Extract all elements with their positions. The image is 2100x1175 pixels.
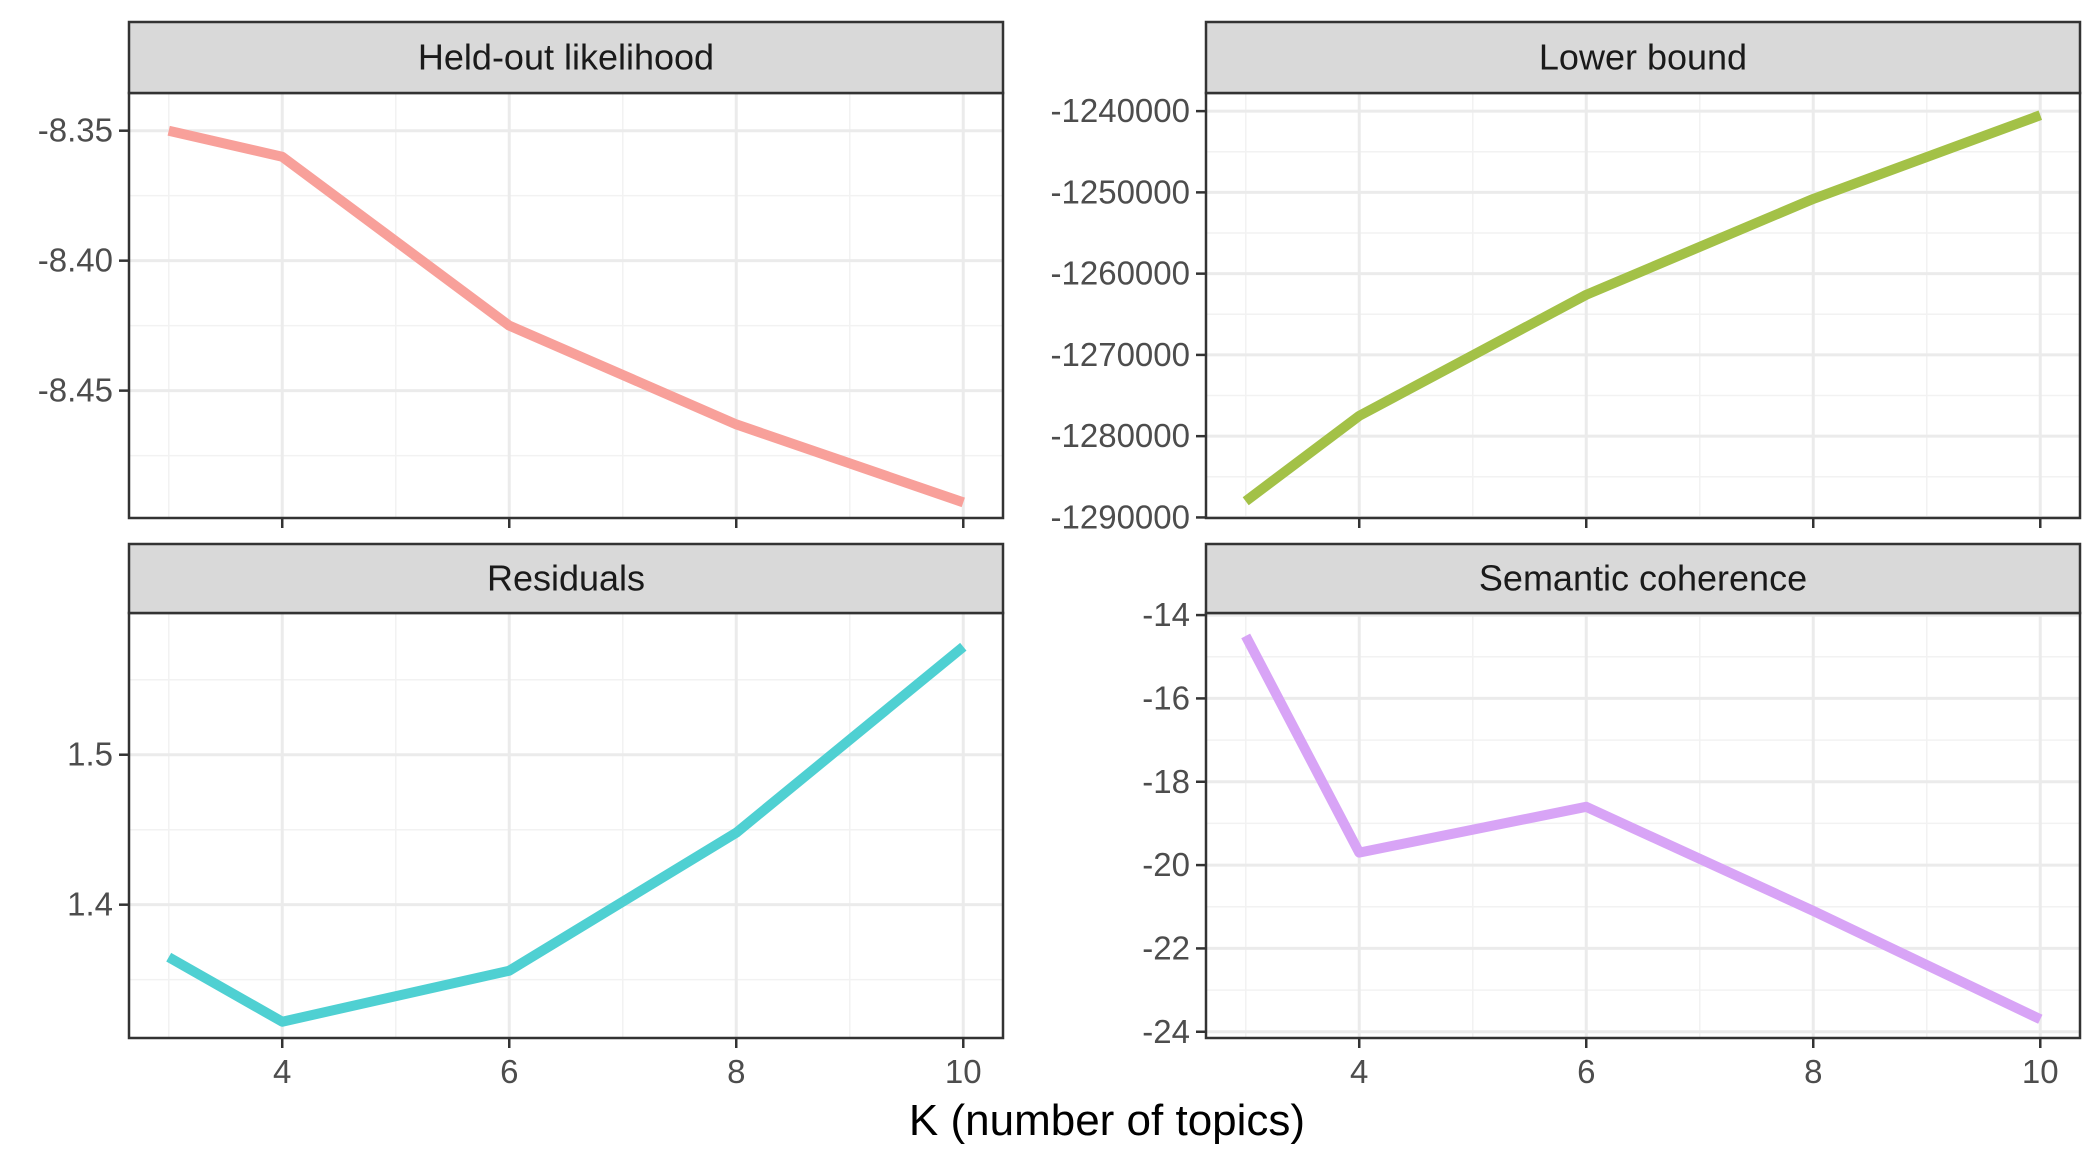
facet-title: Lower bound xyxy=(1539,37,1747,78)
facet-strip xyxy=(1204,20,2082,95)
series-line-residuals xyxy=(166,642,967,1027)
panel-background xyxy=(129,613,1003,1038)
gridlines xyxy=(1206,613,2080,1038)
x-tick-label: 4 xyxy=(1350,1053,1368,1090)
y-tick-label: -22 xyxy=(1142,929,1190,966)
y-tick-label: -14 xyxy=(1142,596,1190,633)
facet-title: Semantic coherence xyxy=(1479,558,1807,599)
panel-semantic-coherence: Semantic coherence -14 -16 -18 -20 -22 -24 4 6 8 1… xyxy=(1142,542,2082,1090)
x-tick-label: 8 xyxy=(727,1053,745,1090)
y-tick-label: -18 xyxy=(1142,763,1190,800)
gridlines xyxy=(129,93,1003,518)
series-line-semantic-coherence xyxy=(1241,633,2043,1024)
series-line-held-out-likelihood xyxy=(167,125,965,508)
x-tick-label: 8 xyxy=(1804,1053,1822,1090)
facet-strip xyxy=(127,542,1005,615)
panel-lower-bound: Lower bound -1240000 -1250000 -1260000 -1270… xyxy=(1051,20,2082,535)
x-tick-label: 4 xyxy=(273,1053,291,1090)
facet-strip xyxy=(1204,542,2082,615)
y-tick-label: -8.45 xyxy=(38,372,113,409)
series-line-lower-bound xyxy=(1242,110,2043,506)
x-tick-label: 10 xyxy=(945,1053,982,1090)
panels: Held-out likelihood -8.35 -8.40 -8.45 Lower … xyxy=(38,20,2082,1090)
y-tick-label: -20 xyxy=(1142,846,1190,883)
x-axis-title: K (number of topics) xyxy=(909,1096,1305,1145)
y-tick-label: 1.5 xyxy=(67,736,113,773)
y-tick-label: -1270000 xyxy=(1051,336,1190,373)
y-tick-label: -16 xyxy=(1142,679,1190,716)
panel-residuals: Residuals 1.4 1.5 4 6 8 10 xyxy=(67,542,1005,1090)
panel-background xyxy=(1206,93,2080,518)
panel-background xyxy=(129,93,1003,518)
x-tick-label: 6 xyxy=(500,1053,518,1090)
y-tick-label: -24 xyxy=(1142,1013,1190,1050)
facet-strip xyxy=(127,20,1005,95)
y-tick-label: -8.40 xyxy=(38,242,113,279)
x-tick-label: 6 xyxy=(1577,1053,1595,1090)
y-tick-label: 1.4 xyxy=(67,886,113,923)
panel-held-out-likelihood: Held-out likelihood -8.35 -8.40 -8.45 xyxy=(38,20,1005,528)
y-tick-label: -1250000 xyxy=(1051,173,1190,210)
y-tick-label: -8.35 xyxy=(38,112,113,149)
y-tick-label: -1280000 xyxy=(1051,417,1190,454)
facet-title: Residuals xyxy=(487,558,645,599)
y-tick-label: -1290000 xyxy=(1051,498,1190,535)
y-tick-label: -1240000 xyxy=(1051,92,1190,129)
x-tick-label: 10 xyxy=(2022,1053,2059,1090)
gridlines xyxy=(129,613,1003,1038)
y-tick-label: -1260000 xyxy=(1051,255,1190,292)
facet-title: Held-out likelihood xyxy=(418,37,714,78)
